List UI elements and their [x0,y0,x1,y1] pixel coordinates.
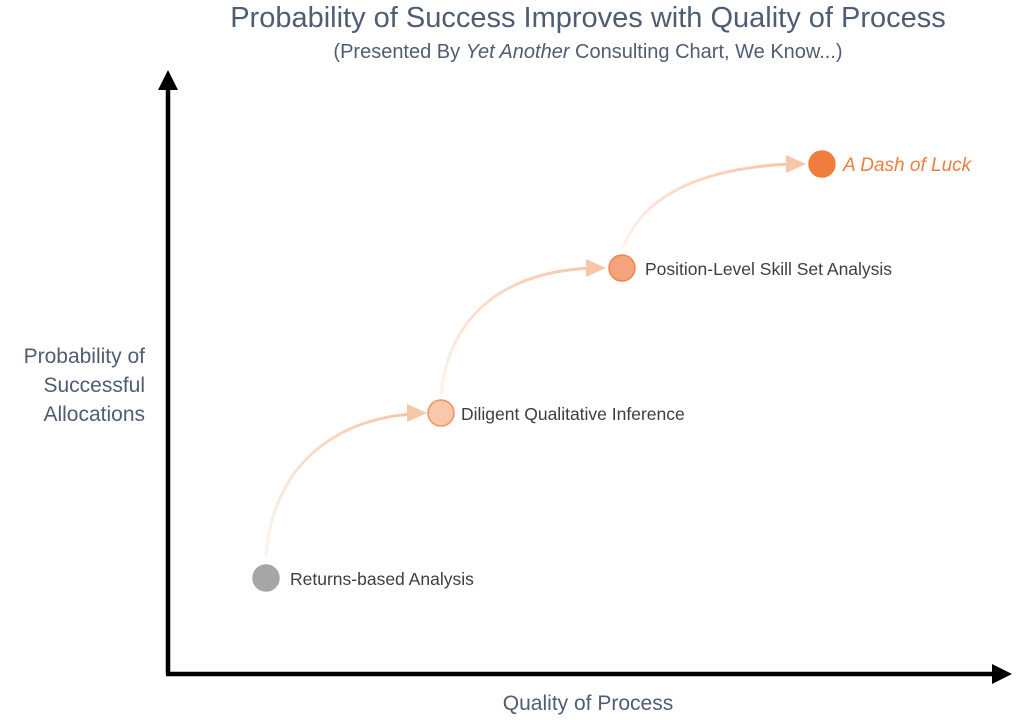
progress-arrow-3 [621,162,791,249]
progress-arrow-2 [439,266,591,395]
step-label: A Dash of Luck [842,155,973,176]
progress-arrow-1 [264,412,413,557]
step-qualitative-inference: Diligent Qualitative Inference [427,399,685,427]
step-marker [427,399,455,427]
step-skill-set-analysis: Position-Level Skill Set Analysis [608,254,892,282]
axes [158,70,1012,684]
progress-arrowhead-3 [786,155,806,173]
subtitle-suffix: Consulting Chart, We Know...) [569,41,843,63]
step-marker [808,150,836,178]
subtitle-prefix: (Presented By [333,41,466,63]
step-marker [608,254,636,282]
step-marker [252,564,280,592]
progress-arrowhead-1 [407,404,427,422]
y-axis-arrowhead [158,70,178,90]
progress-arrows [264,155,806,557]
y-axis-label-line-1: Probability of [23,345,145,368]
x-axis-label: Quality of Process [502,692,674,715]
progress-arrowhead-2 [586,259,606,277]
chart-subtitle: (Presented By Yet Another Consulting Cha… [0,41,1030,64]
x-axis-arrowhead [992,664,1012,684]
step-dash-of-luck: A Dash of Luck [808,150,973,178]
chart-title: Probability of Success Improves with Qua… [230,2,946,34]
subtitle-emphasis: Yet Another [465,41,570,63]
y-axis-label: Probability of Successful Allocations [0,342,145,429]
step-label: Returns-based Analysis [290,569,474,589]
step-returns-based: Returns-based Analysis [252,564,474,592]
y-axis-label-line-2: Successful [43,374,145,397]
step-label: Diligent Qualitative Inference [461,404,685,424]
y-axis-label-line-3: Allocations [43,403,145,426]
step-label: Position-Level Skill Set Analysis [645,259,892,279]
